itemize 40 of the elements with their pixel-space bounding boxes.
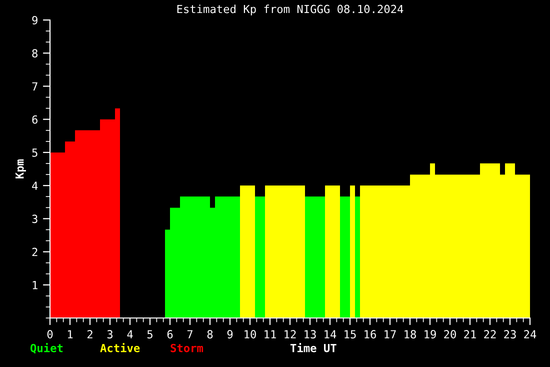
text: Quiet (30, 343, 63, 354)
x-tick-label: 22 (484, 330, 496, 338)
x-tick-label: 21 (464, 330, 476, 338)
x-tick-label: 4 (127, 330, 133, 338)
y-tick-label: 6 (32, 115, 38, 124)
x-tick-label: 24 (524, 330, 536, 338)
y-tick-label: 1 (32, 281, 38, 290)
x-tick-label: 10 (244, 330, 256, 338)
x-tick-label: 2 (87, 330, 92, 338)
y-tick-label: 3 (32, 214, 38, 224)
y-tick-label: 7 (32, 82, 38, 90)
y-axis-title: Kpm (16, 159, 26, 178)
x-tick-label: 7 (187, 330, 193, 338)
x-tick-label: 3 (107, 330, 113, 338)
x-tick-label: 16 (364, 330, 376, 338)
x-tick-label: 9 (227, 330, 233, 338)
x-tick-label: 12 (284, 330, 296, 338)
x-tick-label: 11 (264, 330, 276, 338)
x-tick-label: 23 (504, 330, 516, 338)
x-tick-label: 18 (404, 330, 416, 338)
x-tick-label: 15 (344, 330, 356, 338)
y-tick-label: 9 (32, 16, 38, 24)
y-tick-label: 4 (32, 182, 38, 190)
x-tick-label: 13 (304, 330, 316, 338)
x-tick-label: 1 (68, 330, 73, 338)
x-tick-label: 20 (444, 330, 456, 338)
chart-title: Estimated Kp from NIGGG 08.10.2024 (177, 4, 404, 16)
text: Active (100, 343, 140, 352)
x-axis-title: Time UT (290, 343, 336, 352)
x-tick-label: 17 (384, 330, 396, 338)
y-tick-label: 5 (32, 148, 38, 157)
x-tick-label: 19 (424, 330, 436, 338)
x-tick-label: 5 (147, 330, 152, 338)
x-tick-label: 6 (167, 330, 173, 338)
x-tick-label: 8 (207, 330, 213, 338)
x-tick-label: 14 (324, 330, 336, 338)
text: Storm (170, 344, 204, 352)
y-tick-label: 2 (32, 248, 38, 256)
x-tick-label: 0 (47, 330, 53, 338)
y-tick-label: 8 (32, 49, 38, 58)
